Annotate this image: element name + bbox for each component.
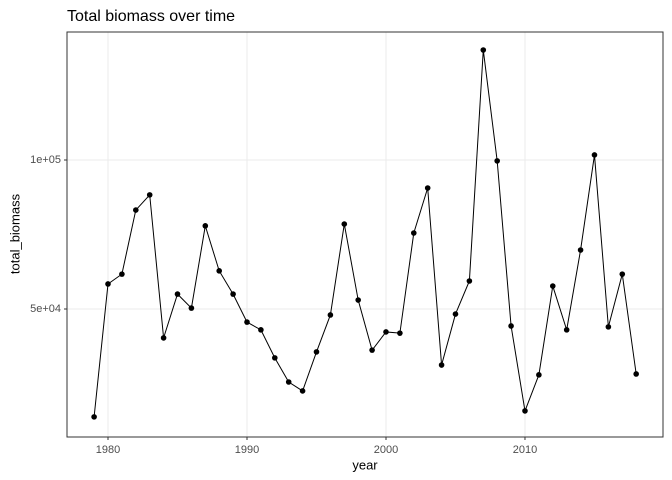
point: [133, 207, 139, 213]
point: [369, 347, 375, 353]
point: [549, 283, 556, 289]
point: [536, 372, 542, 378]
point: [563, 327, 570, 333]
point: [119, 271, 125, 277]
point: [605, 324, 612, 330]
point: [619, 271, 626, 277]
point: [313, 349, 320, 355]
point: [299, 388, 306, 394]
point: [480, 47, 487, 53]
point: [466, 278, 473, 284]
point: [91, 414, 97, 420]
point: [258, 327, 264, 333]
point: [271, 355, 278, 361]
point: [174, 291, 181, 297]
point: [202, 223, 209, 229]
point: [230, 291, 236, 297]
x-axis-title: year: [352, 457, 378, 472]
x-tick-label: 1980: [96, 444, 120, 456]
point: [522, 408, 528, 414]
point: [577, 247, 584, 253]
point: [327, 312, 334, 318]
y-tick-label: 1e+05: [30, 154, 61, 166]
point: [188, 305, 195, 311]
point: [244, 319, 250, 325]
point: [397, 330, 403, 336]
x-tick-label: 1990: [235, 444, 259, 456]
y-tick-label: 5e+04: [30, 303, 61, 315]
point: [105, 281, 111, 287]
point: [410, 230, 417, 236]
point: [633, 371, 639, 377]
point: [160, 335, 167, 341]
point: [494, 158, 500, 164]
point: [285, 379, 292, 385]
panel-border: [66, 31, 664, 438]
point: [452, 311, 459, 317]
x-tick-label: 2000: [374, 444, 398, 456]
point: [341, 221, 348, 227]
point: [508, 323, 514, 329]
point: [216, 268, 222, 274]
point: [438, 362, 445, 368]
x-tick-label: 2010: [513, 444, 537, 456]
point: [146, 192, 153, 198]
line: [93, 49, 637, 417]
point: [383, 329, 389, 335]
point: [355, 297, 361, 303]
chart-title: Total biomass over time: [67, 8, 235, 25]
point: [591, 152, 598, 158]
y-axis-title: total_biomass: [7, 193, 22, 274]
point: [424, 185, 431, 191]
